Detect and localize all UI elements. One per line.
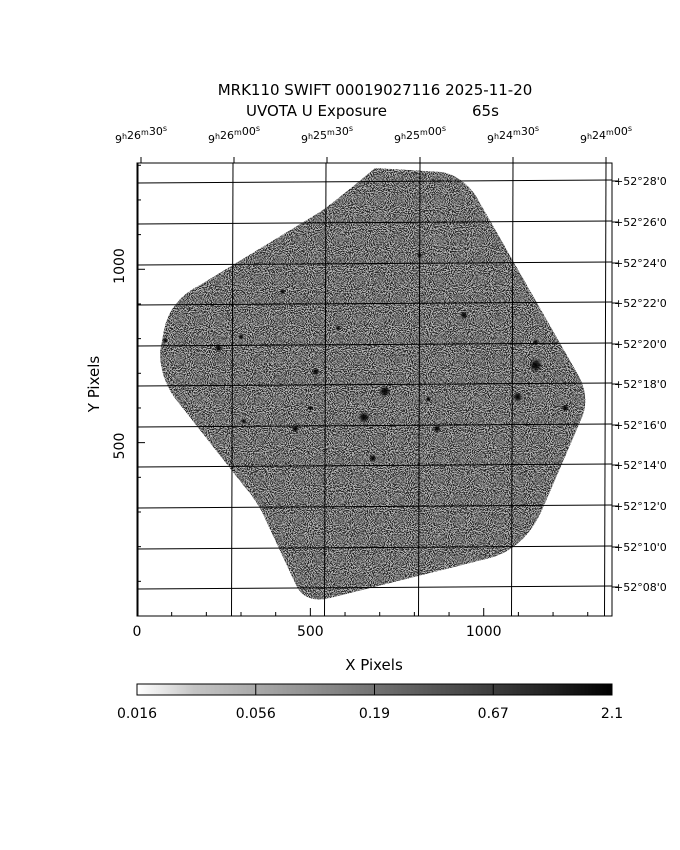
point-source bbox=[460, 311, 468, 320]
x-tick-label: 1000 bbox=[466, 624, 502, 640]
ra-grid-line bbox=[418, 162, 421, 617]
y-tick-label: 1000 bbox=[112, 248, 128, 284]
point-source bbox=[279, 288, 286, 295]
dec-tick-label: +52°28'0 bbox=[614, 175, 667, 188]
dec-grid-line bbox=[136, 261, 613, 266]
ra-tick-label: 9h24m30s bbox=[487, 124, 539, 146]
point-source bbox=[432, 424, 441, 433]
y-tick-label: 500 bbox=[112, 433, 128, 460]
dec-tick-label: +52°18'0 bbox=[614, 378, 667, 391]
figure-title: MRK110 SWIFT 00019027116 2025-11-20 bbox=[218, 81, 533, 99]
point-source bbox=[528, 358, 543, 373]
point-source bbox=[238, 333, 244, 340]
colorbar-tick-labels: 0.016 0.056 0.19 0.67 2.1 bbox=[117, 706, 623, 722]
point-source bbox=[291, 424, 300, 433]
dec-tick-label: +52°12'0 bbox=[614, 500, 667, 513]
x-axis-label: X Pixels bbox=[345, 656, 403, 674]
dec-tick-label: +52°26'0 bbox=[614, 216, 667, 229]
pixel-axis-ticks bbox=[136, 164, 589, 616]
colorbar-ticks bbox=[255, 684, 494, 695]
dec-grid-line bbox=[136, 585, 613, 590]
dec-tick-label: +52°20'0 bbox=[614, 338, 667, 351]
exposure-label: UVOTA U Exposure bbox=[246, 102, 387, 120]
ra-tick-label: 9h25m30s bbox=[301, 124, 353, 146]
point-source bbox=[311, 367, 320, 376]
dec-grid-line bbox=[136, 545, 613, 550]
ra-grid-line bbox=[231, 162, 234, 617]
point-source bbox=[561, 404, 570, 412]
dec-grid-line bbox=[136, 382, 613, 387]
plot-frame bbox=[136, 162, 613, 617]
dec-tick-label: +52°10'0 bbox=[614, 541, 667, 554]
point-source bbox=[532, 339, 539, 346]
point-source bbox=[240, 418, 247, 425]
dec-tick-label: +52°16'0 bbox=[614, 419, 667, 432]
point-source bbox=[358, 411, 371, 424]
x-axis-tick-labels: 0 500 1000 bbox=[133, 624, 502, 640]
colorbar: 0.016 0.056 0.19 0.67 2.1 bbox=[117, 683, 623, 722]
ra-grid-line bbox=[324, 162, 327, 617]
dec-axis-labels: +52°28'0 +52°26'0 +52°24'0 +52°22'0 +52°20'0… bbox=[612, 175, 667, 594]
point-source bbox=[512, 391, 523, 402]
point-sources bbox=[162, 252, 570, 463]
dec-grid-line bbox=[136, 463, 613, 468]
dec-tick-label: +52°24'0 bbox=[614, 257, 667, 270]
ra-tick-label: 9h26m30s bbox=[115, 124, 167, 146]
point-source bbox=[368, 454, 377, 463]
dec-grid-line bbox=[136, 220, 613, 225]
exposure-field-noise bbox=[160, 168, 586, 600]
point-source bbox=[214, 344, 223, 352]
point-source bbox=[425, 396, 432, 403]
x-tick-label: 500 bbox=[297, 624, 324, 640]
dec-tick-label: +52°14'0 bbox=[614, 459, 667, 472]
point-source bbox=[378, 385, 391, 398]
colorbar-tick-label: 0.67 bbox=[478, 706, 509, 722]
dec-grid-line bbox=[136, 301, 613, 306]
colorbar-tick-label: 0.056 bbox=[236, 706, 276, 722]
ra-grid-line bbox=[511, 162, 514, 617]
ra-tick-label: 9h24m00s bbox=[580, 124, 632, 146]
y-axis-tick-labels: 500 1000 bbox=[112, 248, 128, 459]
dec-tick-label: +52°08'0 bbox=[614, 581, 667, 594]
colorbar-tick-label: 0.19 bbox=[359, 706, 390, 722]
point-source bbox=[335, 325, 342, 332]
exposure-value: 65s bbox=[472, 102, 499, 120]
coordinate-grid bbox=[136, 162, 613, 617]
point-source bbox=[162, 337, 169, 344]
point-source bbox=[307, 405, 314, 411]
dec-tick-label: +52°22'0 bbox=[614, 297, 667, 310]
exposure-image bbox=[160, 168, 586, 600]
y-axis-label: Y Pixels bbox=[85, 356, 103, 414]
ra-tick-label: 9h25m00s bbox=[394, 124, 446, 146]
colorbar-tick-label: 0.016 bbox=[117, 706, 157, 722]
dec-grid-line bbox=[136, 342, 613, 347]
dec-grid-line bbox=[136, 179, 613, 184]
x-tick-label: 0 bbox=[133, 624, 142, 640]
ra-axis-labels: 9h26m30s 9h26m00s 9h25m30s 9h25m00s 9h24m30s… bbox=[115, 124, 632, 163]
ra-grid-line bbox=[604, 162, 607, 617]
colorbar-tick-label: 2.1 bbox=[601, 706, 623, 722]
dec-grid-line bbox=[136, 504, 613, 509]
dec-grid-line bbox=[136, 423, 613, 428]
ra-tick-label: 9h26m00s bbox=[208, 124, 260, 146]
